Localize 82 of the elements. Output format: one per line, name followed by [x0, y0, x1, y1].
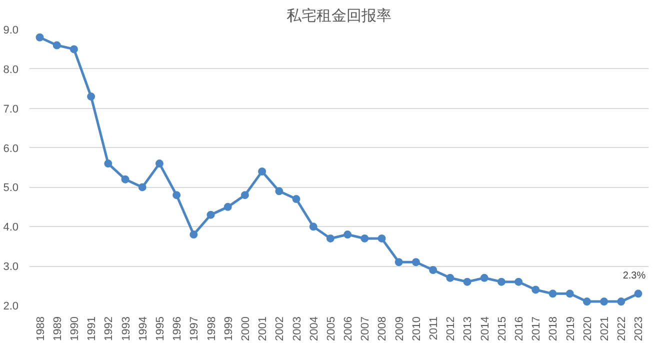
- point: [634, 290, 642, 298]
- point: [463, 278, 472, 286]
- x-tick-label: 2016: [514, 316, 526, 341]
- point: [446, 274, 454, 282]
- x-tick-label: 1993: [120, 316, 132, 341]
- point: [138, 183, 146, 192]
- x-tick-label: 2003: [291, 316, 304, 341]
- chart-title: 私宅租金回报率: [286, 8, 392, 24]
- x-tick-label: 2022: [616, 316, 628, 341]
- y-tick-label: 2.0: [3, 300, 19, 312]
- point: [190, 230, 198, 239]
- x-tick-label: 1992: [103, 316, 116, 341]
- x-tick-label: 1991: [86, 316, 98, 341]
- x-tick-label: 2004: [308, 316, 320, 341]
- point: [344, 230, 352, 239]
- point: [70, 45, 78, 54]
- x-tick-label: 2005: [325, 316, 338, 341]
- x-tick-label: 2023: [633, 316, 646, 341]
- point: [378, 234, 386, 242]
- point: [172, 191, 181, 200]
- point: [429, 266, 438, 274]
- y-tick-label: 8.0: [3, 64, 19, 76]
- x-tick-label: 1999: [222, 316, 235, 341]
- point: [360, 234, 369, 242]
- point: [566, 290, 574, 298]
- point: [480, 274, 488, 282]
- point: [600, 298, 608, 306]
- x-tick-label: 1997: [188, 316, 201, 341]
- point: [548, 290, 557, 298]
- point: [224, 202, 232, 211]
- data-label: 2.3%: [622, 270, 646, 282]
- x-tick-label: 1990: [68, 316, 81, 341]
- point: [309, 222, 318, 231]
- x-tick-label: 1998: [206, 316, 218, 341]
- point: [52, 41, 61, 50]
- point: [582, 298, 591, 306]
- point: [240, 191, 249, 200]
- x-tick-label: 1988: [34, 316, 47, 341]
- x-tick-label: 2006: [342, 316, 355, 341]
- x-tick-label: 2009: [394, 316, 406, 341]
- point: [121, 175, 130, 184]
- point: [514, 278, 523, 286]
- x-tick-label: 2018: [548, 316, 560, 341]
- point: [258, 167, 266, 176]
- x-tick-label: 2013: [462, 316, 474, 341]
- x-tick-label: 2020: [582, 316, 594, 341]
- point: [412, 258, 420, 266]
- point: [326, 234, 334, 242]
- x-tick-label: 1989: [52, 316, 64, 341]
- point: [206, 210, 215, 219]
- y-tick-label: 3.0: [3, 261, 19, 274]
- point: [617, 298, 626, 306]
- point: [394, 258, 403, 266]
- x-tick-label: 2000: [240, 316, 252, 341]
- x-tick-label: 2019: [564, 316, 577, 341]
- point: [36, 33, 44, 42]
- y-tick-label: 5.0: [3, 182, 19, 194]
- x-tick-label: 2002: [274, 316, 286, 341]
- point: [292, 195, 300, 204]
- x-tick-label: 2015: [496, 316, 508, 341]
- x-tick-label: 2001: [257, 316, 270, 341]
- point: [497, 278, 506, 286]
- point: [275, 187, 284, 196]
- x-tick-label: 2014: [479, 316, 492, 341]
- point: [155, 160, 164, 168]
- x-tick-label: 2011: [428, 316, 440, 340]
- point: [87, 92, 96, 101]
- y-tick-label: 6.0: [3, 142, 19, 155]
- x-tick-label: 1996: [172, 316, 184, 341]
- x-tick-label: 2008: [376, 316, 389, 341]
- y-tick-label: 9.0: [3, 24, 19, 36]
- x-tick-label: 2007: [360, 316, 372, 341]
- x-tick-label: 2017: [530, 316, 543, 341]
- y-tick-label: 4.0: [3, 222, 19, 234]
- point: [532, 286, 540, 294]
- x-tick-label: 2021: [599, 316, 612, 341]
- x-tick-label: 1995: [154, 316, 166, 341]
- x-tick-label: 1994: [137, 316, 150, 341]
- point: [104, 160, 112, 168]
- x-tick-label: 2012: [445, 316, 458, 341]
- y-tick-label: 7.0: [3, 103, 19, 116]
- x-tick-label: 2010: [410, 316, 423, 341]
